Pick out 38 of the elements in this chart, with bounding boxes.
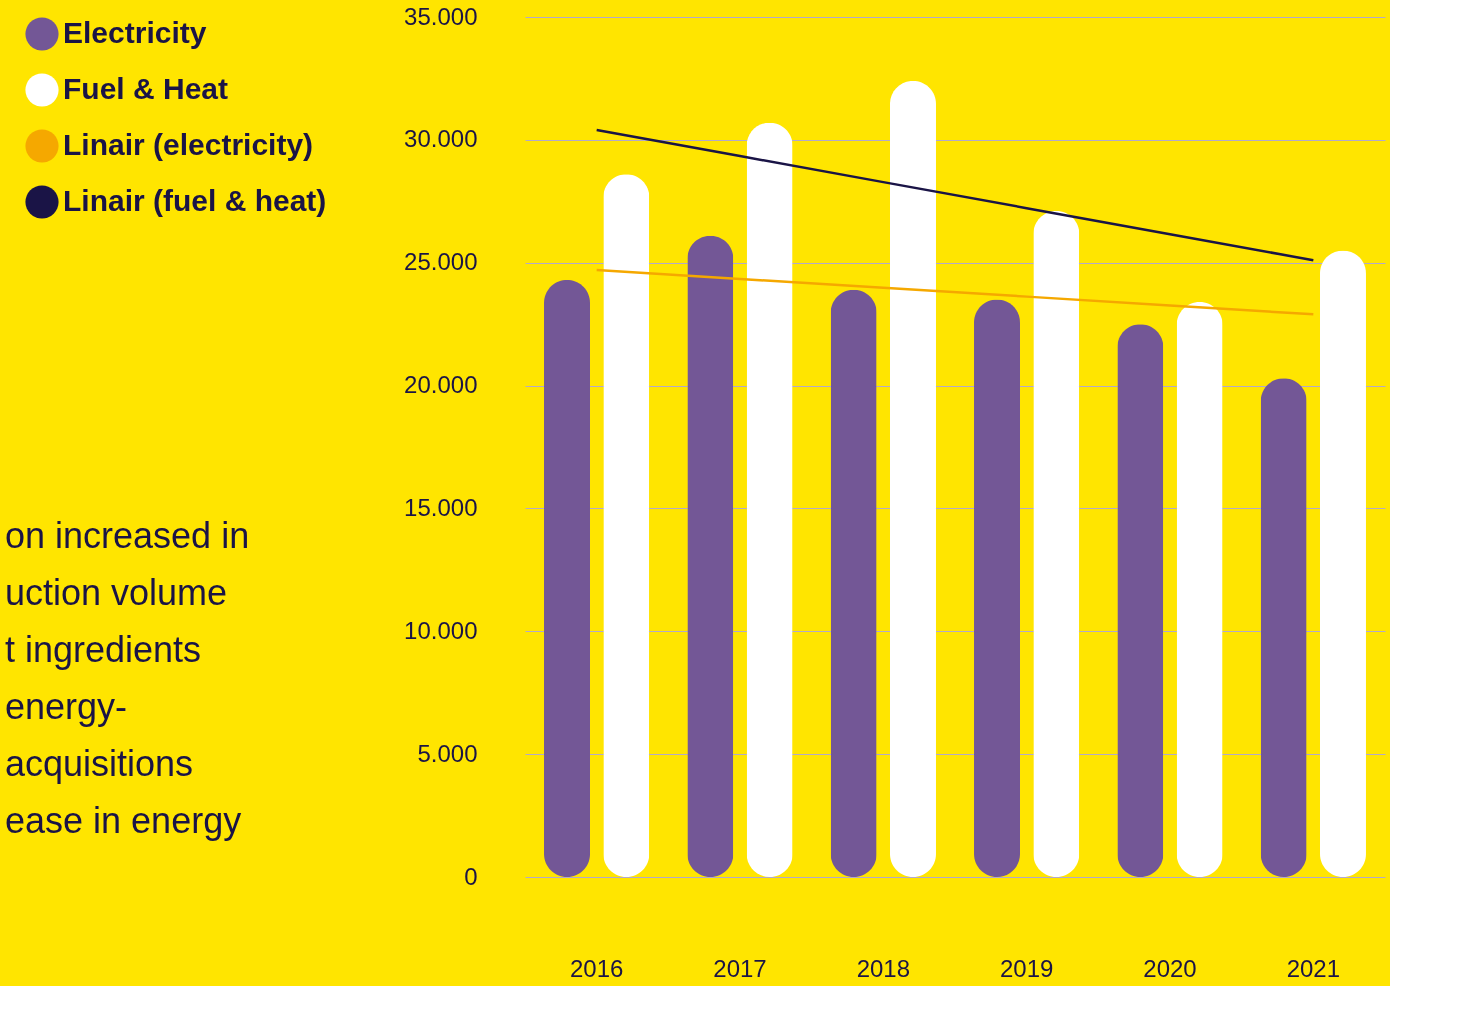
bar bbox=[1260, 378, 1307, 877]
text: on increased in bbox=[5, 515, 250, 556]
text: t ingredients bbox=[5, 629, 202, 670]
y-tick-label: 0 bbox=[464, 862, 478, 890]
y-tick-label: 15.000 bbox=[404, 493, 478, 521]
text: acquisitions bbox=[5, 743, 194, 784]
x-tick-label: 2017 bbox=[713, 954, 767, 982]
text: energy- bbox=[5, 686, 128, 727]
legend-label: Linair (fuel & heat) bbox=[63, 184, 327, 217]
line-series bbox=[595, 128, 1315, 262]
line-series bbox=[595, 268, 1315, 316]
bar bbox=[603, 174, 650, 877]
bar bbox=[974, 299, 1021, 877]
legend-label: Linair (electricity) bbox=[63, 128, 314, 161]
legend-label: Electricity bbox=[63, 16, 207, 49]
bar bbox=[544, 279, 591, 877]
y-tick-label: 5.000 bbox=[417, 739, 478, 767]
y-tick-label: 25.000 bbox=[404, 248, 478, 276]
text: ease in energy bbox=[5, 800, 242, 841]
bar bbox=[1176, 302, 1223, 877]
y-tick-label: 10.000 bbox=[404, 616, 478, 644]
y-tick-label: 30.000 bbox=[404, 125, 478, 153]
x-tick-label: 2021 bbox=[1286, 954, 1341, 982]
x-tick-label: 2019 bbox=[999, 954, 1054, 982]
bar bbox=[746, 122, 793, 877]
x-tick-label: 2016 bbox=[569, 954, 624, 982]
bar bbox=[1117, 324, 1164, 877]
bar bbox=[1033, 211, 1080, 877]
text: uction volume bbox=[5, 572, 228, 613]
bar bbox=[830, 289, 877, 877]
x-tick-label: 2018 bbox=[856, 954, 911, 982]
legend-label: Fuel & Heat bbox=[63, 72, 229, 105]
y-tick-label: 35.000 bbox=[404, 2, 478, 30]
bar bbox=[889, 80, 936, 877]
bar bbox=[687, 235, 734, 877]
y-tick-label: 20.000 bbox=[404, 371, 478, 399]
bar bbox=[1319, 250, 1366, 877]
x-tick-label: 2020 bbox=[1143, 954, 1197, 982]
